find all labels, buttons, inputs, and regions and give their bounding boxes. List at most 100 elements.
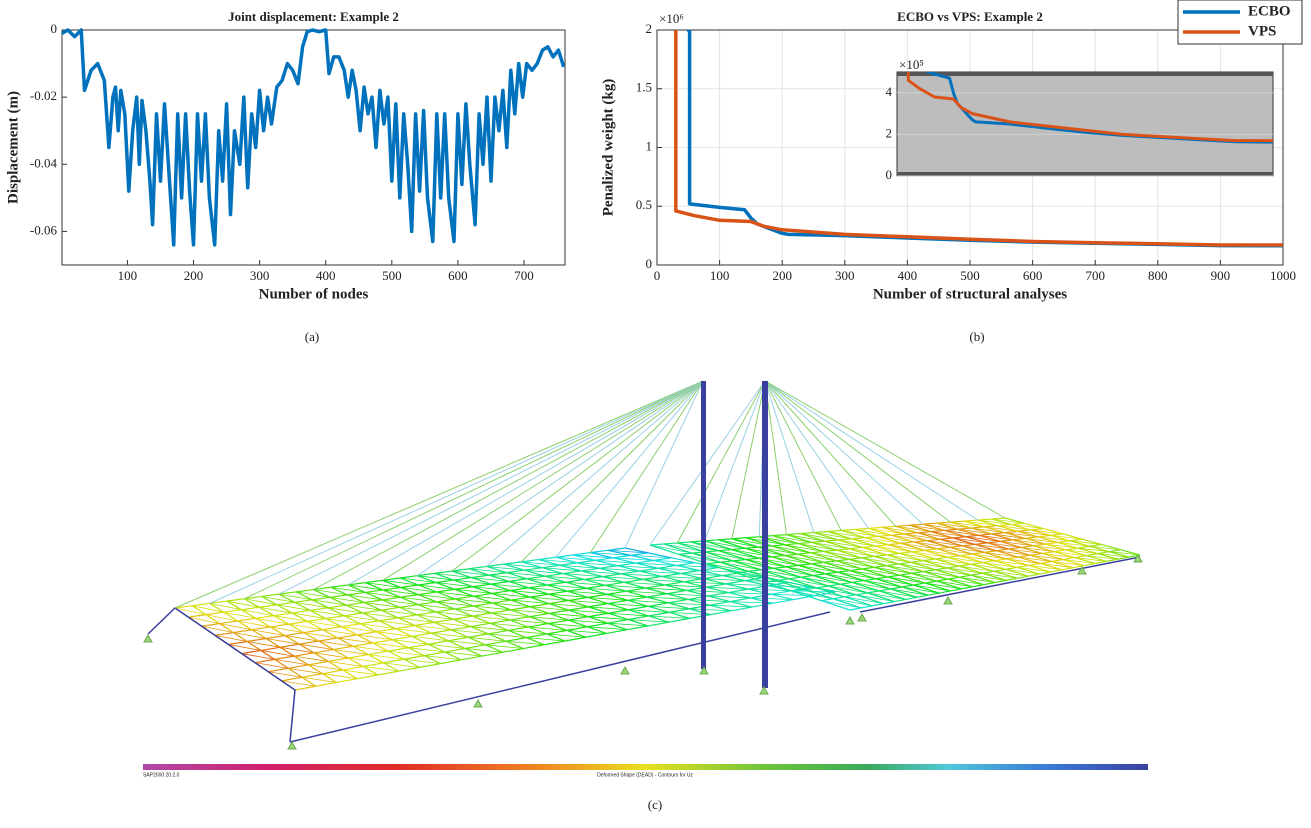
truss-member: [329, 596, 365, 603]
truss-member: [368, 650, 389, 656]
truss-member: [395, 624, 415, 630]
truss-member: [395, 628, 413, 637]
truss-member: [1072, 564, 1085, 569]
truss-member: [270, 626, 286, 637]
truss-member: [416, 614, 454, 620]
truss-member: [899, 572, 912, 576]
truss-member: [341, 626, 377, 633]
truss-member: [748, 588, 792, 592]
truss-member: [958, 565, 995, 572]
truss-member: [490, 583, 511, 592]
truss-member: [529, 596, 550, 605]
truss-member: [223, 611, 256, 619]
truss-member: [270, 626, 304, 634]
truss-member: [852, 581, 891, 590]
truss-member: [994, 579, 1007, 584]
truss-member: [548, 619, 569, 625]
truss-member: [414, 625, 452, 631]
truss-member: [382, 599, 419, 605]
truss-member: [588, 606, 629, 611]
truss-member: [365, 592, 401, 598]
truss-member: [776, 578, 789, 582]
truss-member: [228, 644, 261, 651]
truss-member: [288, 667, 303, 678]
truss-member: [1020, 546, 1043, 555]
truss-member: [996, 550, 1031, 556]
truss-member: [322, 629, 339, 639]
truss-member: [816, 587, 857, 596]
truss-member: [1018, 556, 1041, 565]
truss-member: [259, 606, 293, 614]
truss-member: [745, 557, 759, 561]
truss-member: [852, 579, 865, 583]
truss-member: [709, 604, 732, 612]
truss-member: [997, 525, 1018, 532]
truss-member: [689, 604, 710, 610]
truss-member: [849, 607, 862, 611]
truss-member: [1039, 571, 1051, 575]
truss-member: [1057, 541, 1078, 549]
truss-member: [307, 620, 323, 631]
truss-member: [1017, 530, 1051, 536]
truss-member: [617, 565, 640, 572]
truss-member: [798, 542, 824, 553]
truss-member: [875, 578, 903, 588]
truss-member: [731, 538, 759, 548]
truss-member: [898, 563, 936, 571]
truss-member: [771, 556, 812, 565]
truss-member: [411, 635, 429, 645]
truss-member: [661, 572, 681, 578]
data-line: [61, 28, 566, 247]
data-line: [674, 30, 1283, 247]
truss-member: [947, 556, 972, 565]
truss-member: [1106, 558, 1118, 562]
truss-member: [888, 544, 913, 553]
truss-member: [529, 616, 569, 621]
truss-member: [577, 559, 596, 564]
truss-member: [174, 607, 207, 616]
truss-member: [708, 595, 751, 599]
truss-member: [365, 591, 383, 601]
truss-member: [1120, 549, 1141, 556]
tower: [701, 381, 706, 669]
truss-member: [293, 655, 309, 666]
truss-member: [428, 640, 449, 645]
truss-member: [577, 562, 618, 567]
truss-member: [397, 617, 415, 627]
truss-member: [1077, 545, 1090, 549]
truss-member: [403, 658, 441, 665]
truss-member: [671, 557, 696, 564]
truss-member: [913, 582, 926, 586]
truss-member: [901, 586, 929, 596]
truss-member: [342, 665, 364, 671]
truss-member: [488, 574, 510, 583]
truss-member: [784, 544, 824, 552]
truss-member: [567, 629, 607, 634]
truss-member: [510, 596, 530, 601]
truss-member: [836, 558, 850, 562]
truss-member: [705, 551, 747, 560]
truss-member: [313, 652, 329, 662]
truss-member: [454, 608, 473, 617]
truss-member: [380, 609, 399, 619]
truss-member: [400, 584, 419, 589]
truss-member: [489, 572, 507, 576]
truss-member: [244, 595, 262, 600]
truss-member: [851, 538, 889, 546]
truss-member: [310, 607, 329, 612]
truss-member: [1017, 575, 1029, 579]
support: [943, 595, 953, 605]
truss-member: [811, 563, 838, 573]
truss-member: [492, 599, 512, 604]
truss-member: [328, 657, 349, 663]
truss-member: [977, 519, 998, 527]
truss-member: [510, 609, 550, 614]
truss-member: [823, 551, 862, 559]
truss-member: [228, 640, 248, 646]
data-line: [906, 72, 1273, 143]
truss-member: [568, 609, 589, 618]
truss-member: [971, 553, 995, 562]
truss-member: [428, 643, 446, 653]
truss-member: [663, 542, 678, 545]
truss-member: [265, 638, 281, 648]
